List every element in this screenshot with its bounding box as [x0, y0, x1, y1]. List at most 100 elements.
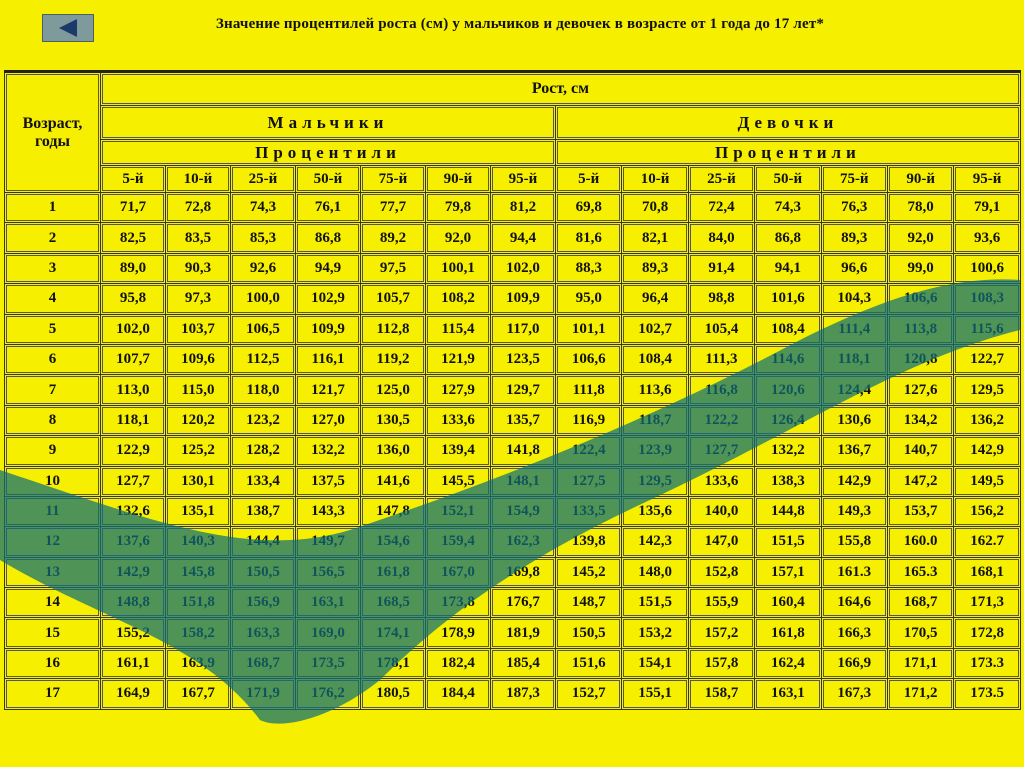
value-cell: 108,4: [754, 313, 822, 345]
column-header: 10-й: [165, 165, 231, 193]
value-cell: 107,7: [100, 343, 166, 376]
column-header: 90-й: [425, 165, 491, 193]
value-cell: 156,9: [230, 587, 296, 619]
value-cell: 106,6: [886, 283, 955, 315]
value-cell: 161,1: [100, 647, 166, 680]
value-cell: 104,3: [820, 283, 888, 315]
value-cell: 181,9: [490, 617, 556, 649]
value-cell: 119,2: [360, 343, 426, 376]
value-cell: 187,3: [490, 678, 556, 710]
value-cell: 122,7: [953, 343, 1021, 376]
value-cell: 105,4: [687, 313, 756, 345]
value-cell: 92,0: [886, 222, 955, 254]
value-cell: 163,9: [165, 647, 231, 680]
value-cell: 122,2: [687, 404, 756, 437]
value-cell: 118,7: [621, 404, 689, 437]
value-cell: 127,7: [100, 465, 166, 497]
value-cell: 152,8: [687, 556, 756, 589]
value-cell: 113,0: [100, 374, 166, 406]
value-cell: 171,9: [230, 678, 296, 710]
value-cell: 124,4: [820, 374, 888, 406]
value-cell: 157,1: [754, 556, 822, 589]
value-cell: 155,9: [687, 587, 756, 619]
value-cell: 118,1: [820, 343, 888, 376]
table-row: 6 107,7 109,6 112,5 116,1 119,2 121,9 123,5 106,…: [4, 343, 1021, 376]
table-row: 12 137,6 140,3 144,4 149,7 154,6 159,4 162,3 139…: [4, 526, 1021, 558]
value-cell: 86,8: [754, 222, 822, 254]
value-cell: 174,1: [360, 617, 426, 649]
age-cell: 13: [4, 556, 101, 589]
value-cell: 123,5: [490, 343, 556, 376]
column-header: 25-й: [230, 165, 296, 193]
value-cell: 96,6: [820, 252, 888, 285]
value-cell: 147,0: [687, 526, 756, 558]
value-cell: 78,0: [886, 191, 955, 224]
value-cell: 150,5: [554, 617, 623, 649]
value-cell: 158,7: [687, 678, 756, 710]
column-header: 25-й: [687, 165, 756, 193]
table-row: 13 142,9 145,8 150,5 156,5 161,8 167,0 169,8 145…: [4, 556, 1021, 589]
age-cell: 2: [4, 222, 101, 254]
value-cell: 160,4: [754, 587, 822, 619]
value-cell: 132,6: [100, 495, 166, 528]
value-cell: 116,9: [554, 404, 623, 437]
age-cell: 14: [4, 587, 101, 619]
value-cell: 149,3: [820, 495, 888, 528]
value-cell: 109,9: [295, 313, 361, 345]
value-cell: 100,0: [230, 283, 296, 315]
value-cell: 142,9: [100, 556, 166, 589]
value-cell: 81,6: [554, 222, 623, 254]
age-cell: 1: [4, 191, 101, 224]
value-cell: 138,3: [754, 465, 822, 497]
value-cell: 113,6: [621, 374, 689, 406]
value-cell: 133,6: [687, 465, 756, 497]
value-cell: 163,1: [295, 587, 361, 619]
age-cell: 3: [4, 252, 101, 285]
value-cell: 117,0: [490, 313, 556, 345]
value-cell: 121,9: [425, 343, 491, 376]
value-cell: 95,8: [100, 283, 166, 315]
value-cell: 178,9: [425, 617, 491, 649]
value-cell: 157,8: [687, 647, 756, 680]
value-cell: 164,9: [100, 678, 166, 710]
value-cell: 100,1: [425, 252, 491, 285]
table-row: 5 102,0 103,7 106,5 109,9 112,8 115,4 117,0 101,…: [4, 313, 1021, 345]
back-button[interactable]: [42, 14, 94, 42]
value-cell: 139,4: [425, 435, 491, 467]
table-row: 17 164,9 167,7 171,9 176,2 180,5 184,4 187,3 152…: [4, 678, 1021, 710]
column-header: 95-й: [953, 165, 1021, 193]
value-cell: 155,2: [100, 617, 166, 649]
value-cell: 112,5: [230, 343, 296, 376]
table-row: 15 155,2 158,2 163,3 169,0 174,1 178,9 181,9 150…: [4, 617, 1021, 649]
table-row: 10 127,7 130,1 133,4 137,5 141,6 145,5 148,1 127…: [4, 465, 1021, 497]
value-cell: 144,4: [230, 526, 296, 558]
value-cell: 143,3: [295, 495, 361, 528]
value-cell: 94,4: [490, 222, 556, 254]
value-cell: 158,2: [165, 617, 231, 649]
value-cell: 114,6: [754, 343, 822, 376]
value-cell: 134,2: [886, 404, 955, 437]
age-cell: 11: [4, 495, 101, 528]
column-header: 75-й: [360, 165, 426, 193]
value-cell: 122,9: [100, 435, 166, 467]
value-cell: 71,7: [100, 191, 166, 224]
value-cell: 144,8: [754, 495, 822, 528]
value-cell: 172,8: [953, 617, 1021, 649]
value-cell: 108,4: [621, 343, 689, 376]
value-cell: 72,8: [165, 191, 231, 224]
value-cell: 106,6: [554, 343, 623, 376]
value-cell: 147,8: [360, 495, 426, 528]
age-cell: 4: [4, 283, 101, 315]
value-cell: 96,4: [621, 283, 689, 315]
value-cell: 120,8: [886, 343, 955, 376]
value-cell: 97,3: [165, 283, 231, 315]
value-cell: 89,2: [360, 222, 426, 254]
value-cell: 161,8: [360, 556, 426, 589]
column-header: 75-й: [820, 165, 888, 193]
percentiles-header: Процентили: [555, 139, 1021, 166]
value-cell: 155,1: [621, 678, 689, 710]
value-cell: 127,5: [554, 465, 623, 497]
value-cell: 74,3: [230, 191, 296, 224]
value-cell: 162.7: [953, 526, 1021, 558]
